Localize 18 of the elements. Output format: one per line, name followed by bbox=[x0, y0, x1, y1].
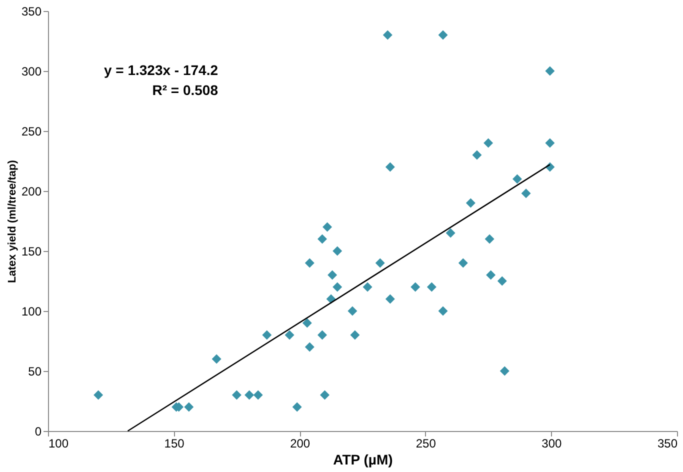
y-tick-label: 200 bbox=[21, 184, 42, 198]
y-tick-label: 100 bbox=[21, 304, 42, 318]
y-tick-label: 300 bbox=[21, 64, 42, 78]
x-tick-label: 350 bbox=[657, 436, 678, 450]
y-tick-label: 150 bbox=[21, 244, 42, 258]
y-tick-label: 250 bbox=[21, 124, 42, 138]
x-tick-label: 300 bbox=[542, 436, 562, 450]
x-tick-label: 250 bbox=[416, 436, 436, 450]
y-axis-title: Latex yield (ml/tree/tap) bbox=[6, 160, 18, 283]
annotation: R² = 0.508 bbox=[152, 82, 218, 98]
y-tick-label: 50 bbox=[28, 364, 42, 378]
x-tick-label: 200 bbox=[290, 436, 310, 450]
x-axis-title: ATP (µM) bbox=[333, 452, 393, 468]
x-tick-label: 100 bbox=[48, 436, 69, 450]
x-tick-label: 150 bbox=[164, 436, 185, 450]
y-tick-label: 350 bbox=[21, 4, 42, 18]
annotation: y = 1.323x - 174.2 bbox=[104, 62, 218, 78]
y-tick-label: 0 bbox=[34, 424, 42, 438]
